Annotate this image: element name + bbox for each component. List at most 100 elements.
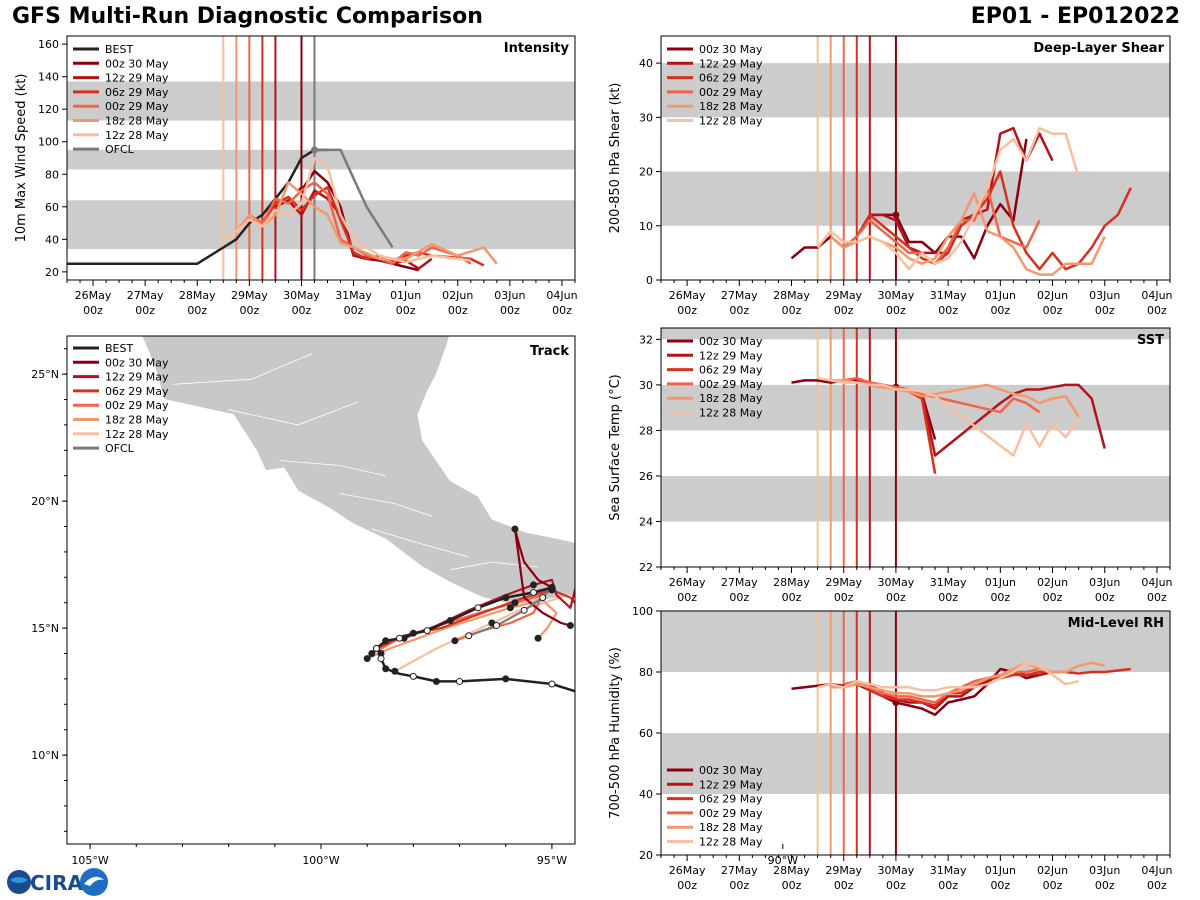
shear-legend-label: 00z 29 May	[699, 86, 763, 99]
track-point-filled	[409, 629, 417, 637]
track-x-tick-label: 100°W	[302, 854, 339, 867]
intensity-y-tick-label: 100	[38, 136, 59, 149]
sst-x-date-label: 29May	[825, 576, 862, 589]
shear-x-hour-label: 00z	[677, 304, 697, 317]
rh-x-hour-label: 00z	[782, 879, 802, 892]
track-point-open	[492, 622, 500, 630]
track-legend-label: 00z 29 May	[105, 399, 169, 412]
track-point-filled	[432, 677, 440, 685]
shear-plot-frame	[660, 35, 1171, 281]
shear-x-date-label: 03Jun	[1089, 289, 1120, 302]
rh-y-tick-label: 20	[639, 849, 653, 862]
rh-chart: 20 40 60 80 100 26May 00z 27May 00z 28May 00z 29May…	[608, 605, 1173, 892]
intensity-series-line	[274, 189, 433, 270]
intensity-y-tick-label: 160	[38, 38, 59, 51]
track-point-filled	[382, 665, 390, 673]
track-line	[375, 586, 575, 693]
rh-x-hour-label: 00z	[677, 879, 697, 892]
sst-x-date-label: 26May	[669, 576, 706, 589]
track-legend-label: OFCL	[105, 442, 135, 455]
shear-x-hour-label: 00z	[990, 304, 1010, 317]
rh-x-hour-label: 00z	[990, 879, 1010, 892]
intensity-x-date-label: 01Jun	[390, 289, 421, 302]
shear-panel-title: Deep-Layer Shear	[1033, 41, 1164, 56]
rh-x-date-label: 31May	[930, 864, 967, 877]
rh-y-axis-label: 700-500 hPa Humidity (%)	[608, 647, 623, 819]
track-legend-label: 12z 28 May	[105, 428, 169, 441]
shear-series-point	[892, 211, 900, 219]
track-x-tick-label: 95°W	[537, 854, 567, 867]
sst-x-date-label: 27May	[721, 576, 758, 589]
intensity-x-hour-label: 00z	[187, 304, 207, 317]
intensity-x-date-label: 26May	[75, 289, 112, 302]
track-point-open	[456, 677, 464, 685]
track-legend-label: BEST	[105, 342, 133, 355]
sst-y-tick-label: 24	[639, 515, 653, 528]
intensity-y-tick-label: 20	[45, 266, 59, 279]
intensity-x-date-label: 30May	[283, 289, 320, 302]
rh-series-line	[843, 667, 1040, 704]
rh-x-date-label: 04Jun	[1141, 864, 1172, 877]
rh-band	[661, 611, 1170, 672]
state-border-line	[339, 493, 432, 517]
sst-x-hour-label: 00z	[782, 591, 802, 604]
intensity-x-hour-label: 00z	[83, 304, 103, 317]
intensity-x-date-label: 03Jun	[494, 289, 525, 302]
intensity-legend-label: 06z 29 May	[105, 86, 169, 99]
cira-logo: CIRA	[7, 868, 108, 896]
intensity-y-tick-label: 120	[38, 103, 59, 116]
intensity-x-date-label: 31May	[335, 289, 372, 302]
shear-chart: 0 10 20 30 40 26May 00z 27May 00z 28May 00z 29May 00…	[608, 35, 1173, 317]
shear-series-line	[816, 126, 1080, 271]
intensity-legend-label: 00z 30 May	[105, 57, 169, 70]
track-point-filled	[382, 637, 390, 645]
landmass-shape	[141, 336, 575, 606]
track-point-filled	[585, 526, 592, 533]
rh-x-hour-label: 00z	[729, 879, 749, 892]
track-point-filled	[506, 604, 514, 612]
track-point-filled	[363, 655, 371, 663]
sst-y-axis-label: Sea Surface Temp (°C)	[608, 374, 623, 521]
rh-x-date-label: 03Jun	[1089, 864, 1120, 877]
intensity-x-hour-label: 00z	[396, 304, 416, 317]
intensity-x-date-label: 27May	[127, 289, 164, 302]
track-point-open	[372, 644, 380, 652]
sst-x-hour-label: 00z	[938, 591, 958, 604]
track-point-filled	[534, 634, 542, 642]
intensity-legend-label: 00z 29 May	[105, 100, 169, 113]
sst-x-hour-label: 00z	[1043, 591, 1063, 604]
sst-x-hour-label: 00z	[834, 591, 854, 604]
shear-y-tick-label: 10	[639, 220, 653, 233]
intensity-series-point	[310, 146, 318, 154]
track-point-open	[465, 632, 473, 640]
track-point-filled	[502, 594, 510, 602]
rh-y-tick-label: 60	[639, 727, 653, 740]
track-point-open	[520, 606, 528, 614]
intensity-x-hour-label: 00z	[239, 304, 259, 317]
rh-x-hour-label: 00z	[886, 879, 906, 892]
intensity-x-hour-label: 00z	[292, 304, 312, 317]
rh-x-hour-label: 00z	[1095, 879, 1115, 892]
sst-legend-label: 00z 29 May	[699, 378, 763, 391]
shear-y-tick-label: 20	[639, 166, 653, 179]
storm-id-label: EP01 - EP012022	[970, 4, 1180, 29]
sst-x-hour-label: 00z	[990, 591, 1010, 604]
rh-legend-label: 00z 30 May	[699, 764, 763, 777]
sst-x-hour-label: 00z	[1147, 591, 1167, 604]
shear-y-tick-label: 40	[639, 57, 653, 70]
track-map: 105°W 100°W 95°W 90°W 10°N 15°N 20°N 25°N Track B…	[31, 335, 798, 867]
shear-x-date-label: 04Jun	[1141, 289, 1172, 302]
track-point-filled	[502, 675, 510, 683]
rh-panel-title: Mid-Level RH	[1068, 616, 1164, 631]
track-y-tick-label: 15°N	[31, 622, 59, 635]
rh-x-date-label: 01Jun	[985, 864, 1016, 877]
sst-series-group	[791, 376, 1106, 474]
rh-y-tick-label: 80	[639, 666, 653, 679]
track-point-filled	[548, 583, 556, 591]
intensity-y-tick-label: 60	[45, 201, 59, 214]
cira-wave-icon	[10, 877, 28, 883]
track-legend-label: 06z 29 May	[105, 385, 169, 398]
cira-swirl-cloud-icon	[84, 876, 104, 886]
rh-x-date-label: 02Jun	[1037, 864, 1068, 877]
page-title: GFS Multi-Run Diagnostic Comparison	[12, 4, 483, 29]
